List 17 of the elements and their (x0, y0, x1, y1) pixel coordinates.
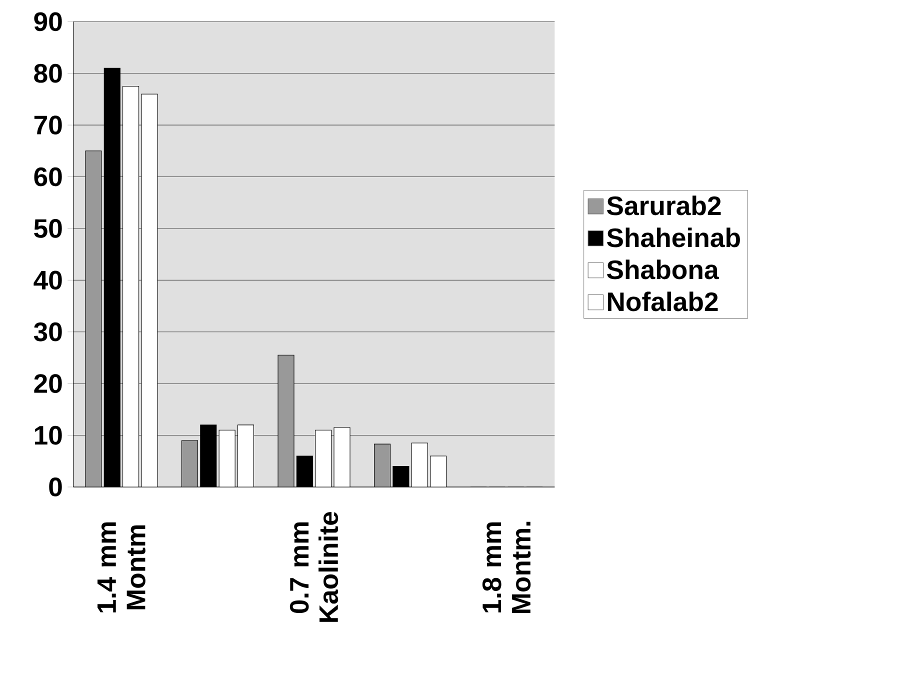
legend-label: Shabona (606, 260, 719, 280)
y-tick-label: 0 (49, 478, 62, 496)
y-tick-label: 70 (34, 116, 62, 134)
y-tick-label: 80 (34, 64, 62, 83)
y-tick-label: 30 (34, 322, 62, 342)
legend-label: Sarurab2 (606, 196, 721, 216)
x-tick-label: 1.8 mm Montm. (482, 522, 531, 614)
x-tick-label: 1.4 mm Montm (98, 522, 146, 612)
y-tick-label: 60 (34, 167, 62, 186)
y-tick-label: 10 (34, 426, 62, 445)
x-tick-label: 0.7 mm Kaolinite (290, 512, 338, 622)
y-tick-label: 40 (34, 270, 62, 290)
y-tick-label: 50 (34, 219, 62, 238)
legend-label: Nofalab2 (608, 292, 718, 312)
y-tick-label: 20 (34, 374, 62, 394)
legend-label: Shaheinab (606, 228, 740, 248)
y-tick-label: 90 (34, 12, 62, 32)
